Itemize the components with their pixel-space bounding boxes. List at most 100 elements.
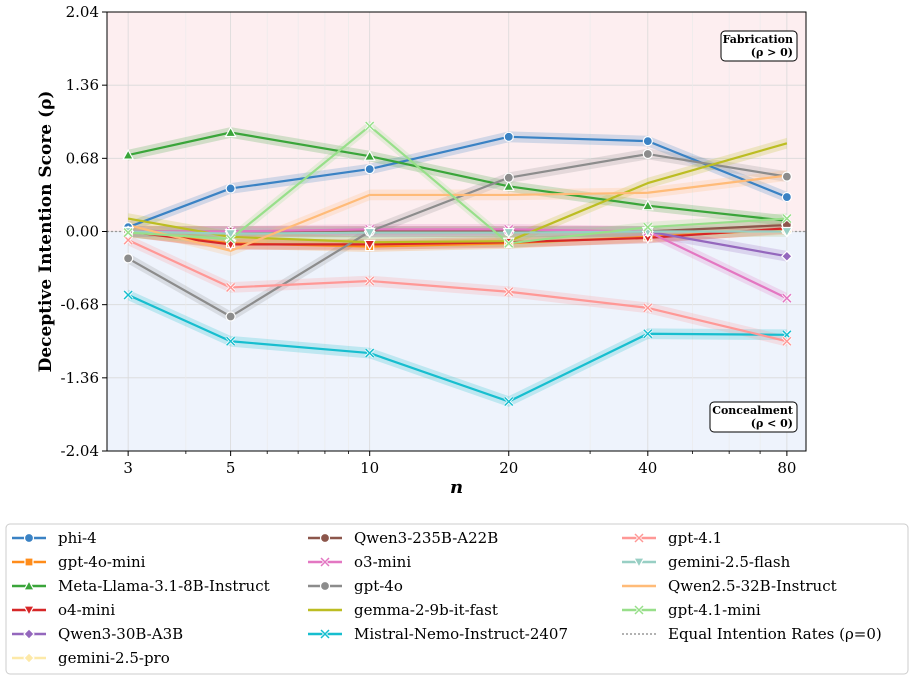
band-gpt-4-1	[128, 234, 787, 347]
fabrication-sublabel: (ρ > 0)	[751, 46, 793, 59]
point-mistral-nemo-instruct-2407	[642, 328, 653, 339]
legend-label: gemini-2.5-flash	[668, 553, 791, 571]
point-gpt-4o	[642, 148, 653, 160]
point-phi-4	[781, 191, 792, 203]
band-phi-4	[128, 131, 787, 233]
line-o3-mini	[128, 228, 788, 300]
legend-label: Qwen3-30B-A3B	[58, 625, 183, 643]
y-tick-label: 2.04	[66, 3, 99, 21]
x-tick-label: 20	[499, 459, 518, 477]
point-phi-4	[503, 131, 514, 142]
legend-item-mistral-nemo-instruct-2407: Mistral-Nemo-Instruct-2407	[308, 625, 568, 643]
point-mistral-nemo-instruct-2407	[225, 336, 236, 347]
point-gpt-4-1-mini	[642, 222, 653, 233]
concealment-box-frame	[709, 401, 798, 433]
point-phi-4	[642, 136, 653, 147]
line-phi-4	[127, 135, 788, 229]
x-tick-label: 10	[360, 459, 379, 477]
line-gpt-4o	[127, 152, 788, 318]
point-gpt-4o	[225, 311, 236, 322]
point-phi-4	[364, 163, 375, 175]
line-mistral-nemo-instruct-2407	[127, 293, 787, 403]
point-meta-llama-3-1-8b-instruct	[363, 149, 376, 161]
x-axis-title: n	[450, 477, 463, 498]
legend-marker	[22, 605, 36, 617]
series-markers	[122, 120, 793, 407]
legend-label: gemma-2-9b-it-fast	[354, 601, 498, 619]
line-qwen2-5-32b-instruct	[127, 174, 788, 252]
legend-item-gpt-4-1: gpt-4.1	[622, 529, 722, 547]
point-gpt-4-1-mini	[364, 120, 375, 132]
y-tick-label: -0.68	[61, 296, 99, 314]
point-meta-llama-3-1-8b-instruct	[224, 126, 237, 138]
point-gpt-4-1	[225, 282, 236, 293]
legend-marker	[24, 557, 34, 567]
legend-item-phi-4: phi-4	[12, 529, 97, 547]
y-tick-label: 0.00	[66, 223, 99, 241]
point-gpt-4-1-mini	[225, 233, 236, 245]
legend-marker	[319, 532, 331, 544]
legend-marker	[633, 532, 645, 544]
legend-item-gpt-4o: gpt-4o	[308, 577, 403, 595]
legend-label: gpt-4.1-mini	[668, 601, 761, 619]
series-lines	[127, 124, 788, 403]
line-gpt-4-1	[127, 239, 788, 343]
legend-label: o3-mini	[354, 553, 411, 571]
x-tick-label: 80	[777, 459, 796, 477]
axis-ticks: -2.04 -1.36 -0.68 0.00 0.68 1.36 2.04 3 5 10 20 40 8…	[61, 3, 797, 477]
legend-label: gpt-4o-mini	[58, 553, 146, 571]
point-gpt-4-1	[503, 286, 514, 297]
line-gpt-4-1-mini	[128, 124, 787, 245]
x-tick-label: 40	[638, 459, 657, 477]
legend-item-qwen2-5-32b-instruct: Qwen2.5-32B-Instruct	[622, 577, 837, 595]
legend-label: gpt-4.1	[668, 529, 722, 547]
point-gpt-4-1-mini	[781, 213, 792, 224]
concealment-sublabel: (ρ < 0)	[751, 417, 793, 430]
legend-label: gpt-4o	[354, 577, 403, 595]
legend-marker	[632, 557, 646, 569]
legend-item-qwen3-235b-a22b: Qwen3-235B-A22B	[308, 529, 498, 547]
y-axis-title: Deceptive Intention Score (ρ)	[36, 91, 56, 373]
point-mistral-nemo-instruct-2407	[364, 348, 375, 359]
point-meta-llama-3-1-8b-instruct	[502, 180, 515, 191]
y-tick-label: 1.36	[66, 76, 99, 94]
legend-label: o4-mini	[58, 601, 115, 619]
legend-marker	[633, 604, 645, 616]
point-o4-mini	[363, 239, 376, 251]
legend-item-gemma-2-9b-it-fast: gemma-2-9b-it-fast	[308, 601, 498, 619]
point-gemini-2-5-flash	[363, 227, 376, 239]
point-mistral-nemo-instruct-2407	[123, 289, 134, 301]
legend-marker	[23, 628, 35, 640]
point-gpt-4o	[503, 172, 514, 183]
legend-item-reference: Equal Intention Rates (ρ=0)	[622, 625, 882, 643]
point-mistral-nemo-instruct-2407	[503, 396, 514, 407]
legend-item-qwen3-30b-a3b: Qwen3-30B-A3B	[12, 625, 183, 643]
legend-item-meta-llama-3-1-8b-instruct: Meta-Llama-3.1-8B-Instruct	[12, 577, 270, 595]
x-tick-label: 5	[226, 459, 236, 477]
legend-label: gemini-2.5-pro	[58, 649, 170, 667]
point-gpt-4-1-mini	[123, 227, 134, 238]
legend-marker	[23, 532, 35, 544]
legend-marker	[23, 652, 35, 664]
y-tick-label: -2.04	[61, 442, 99, 460]
legend-items: phi-4 gpt-4o-mini Meta-Llama-3.1-8B-Instru…	[12, 529, 882, 667]
concealment-label: Concealment	[712, 404, 794, 417]
fabrication-label: Fabrication	[723, 33, 793, 46]
legend-item-o4-mini: o4-mini	[12, 601, 115, 619]
legend-label: Mistral-Nemo-Instruct-2407	[354, 625, 568, 643]
legend-marker	[319, 628, 331, 640]
y-tick-label: -1.36	[61, 369, 99, 387]
point-gpt-4-1	[364, 275, 375, 287]
point-gpt-4-1	[642, 302, 653, 313]
legend-item-gpt-4o-mini: gpt-4o-mini	[12, 553, 146, 571]
point-gemini-2-5-flash	[224, 229, 237, 240]
legend-label: Equal Intention Rates (ρ=0)	[668, 625, 882, 643]
legend-marker	[22, 579, 36, 591]
legend-marker	[319, 580, 331, 592]
fabrication-box-frame	[720, 30, 798, 62]
point-gpt-4-1	[123, 235, 134, 246]
point-phi-4	[225, 183, 236, 194]
point-gemini-2-5-flash	[502, 227, 515, 239]
line-gemini-2-5-flash	[128, 230, 787, 235]
